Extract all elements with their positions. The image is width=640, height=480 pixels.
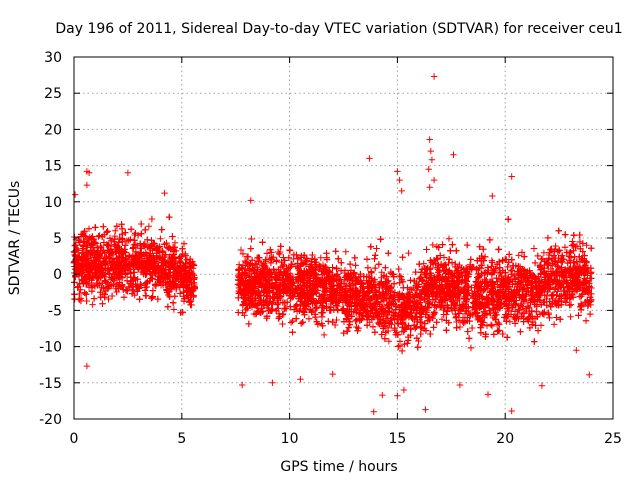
data-point — [420, 260, 427, 267]
grid — [74, 57, 613, 419]
data-point — [550, 321, 558, 328]
data-point — [127, 236, 134, 243]
data-point — [583, 242, 590, 249]
data-point — [405, 249, 412, 257]
data-point — [129, 245, 136, 252]
data-point — [567, 301, 575, 308]
data-point — [540, 249, 548, 256]
data-point — [170, 306, 178, 313]
data-point — [157, 235, 164, 242]
data-point — [378, 269, 385, 276]
data-point — [429, 241, 436, 249]
data-point — [385, 338, 393, 345]
data-point — [342, 248, 349, 255]
data-point — [506, 318, 514, 325]
data-point — [445, 235, 453, 242]
data-points — [70, 73, 595, 415]
data-point — [145, 223, 153, 230]
data-point — [287, 319, 295, 326]
data-point — [320, 331, 328, 339]
data-point — [438, 316, 446, 323]
data-point — [112, 227, 119, 234]
data-point — [317, 254, 324, 261]
data-point — [89, 301, 96, 308]
data-point — [396, 272, 403, 280]
data-point — [515, 252, 522, 259]
data-point — [567, 313, 574, 320]
